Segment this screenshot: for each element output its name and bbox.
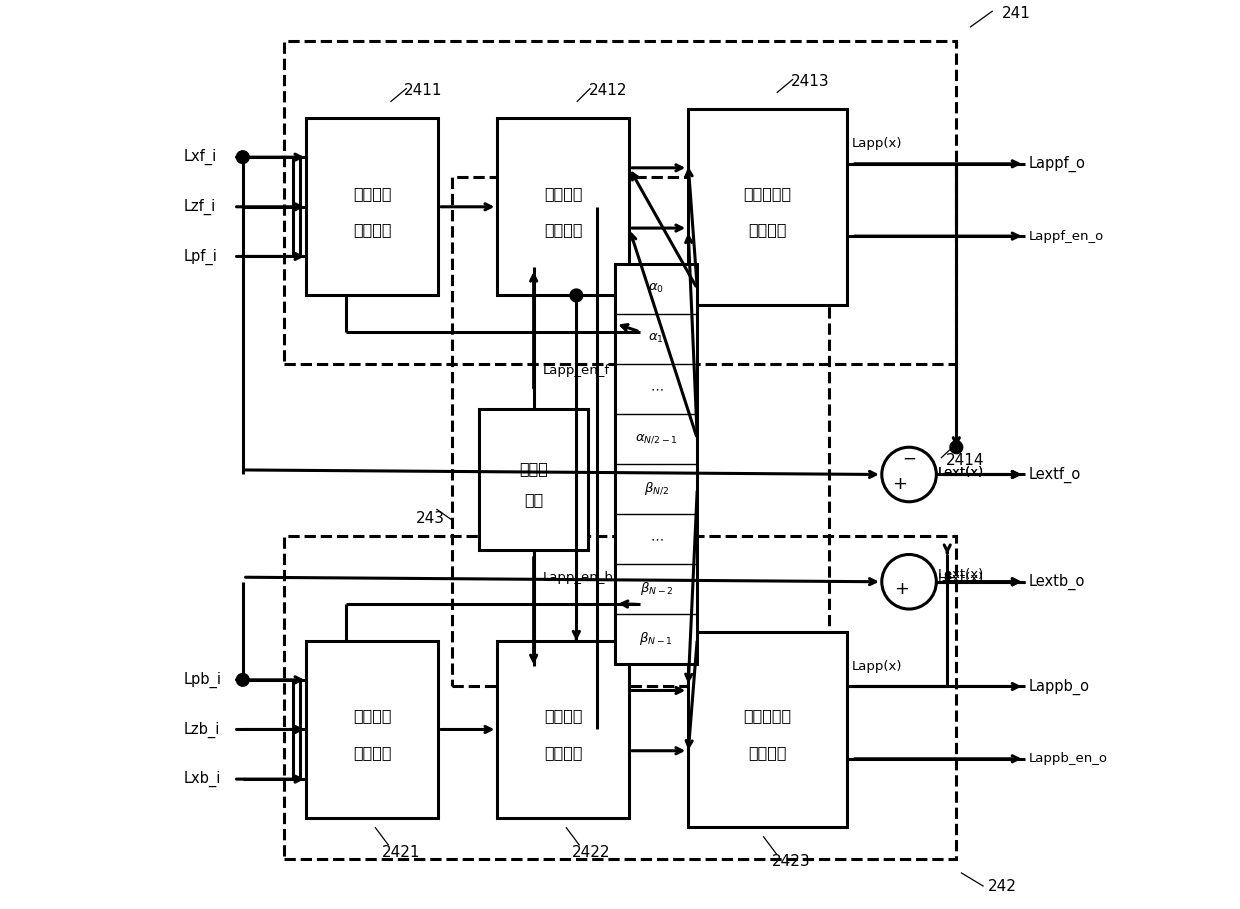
Text: Lzb_i: Lzb_i	[184, 722, 219, 737]
Circle shape	[950, 441, 962, 454]
Text: Lext(x): Lext(x)	[939, 466, 985, 479]
Text: 度量模块: 度量模块	[353, 744, 392, 760]
Text: 2421: 2421	[382, 845, 420, 860]
FancyBboxPatch shape	[306, 641, 438, 818]
Text: −: −	[903, 449, 916, 467]
Text: $\beta_{N-2}$: $\beta_{N-2}$	[640, 580, 673, 597]
Text: 地址产: 地址产	[520, 461, 548, 476]
Text: +: +	[941, 569, 956, 587]
Text: Lzf_i: Lzf_i	[184, 199, 216, 215]
Text: $\alpha_0$: $\alpha_0$	[649, 282, 665, 295]
Text: Lapp_en_b: Lapp_en_b	[543, 571, 614, 584]
Text: Lext(x): Lext(x)	[939, 572, 985, 584]
Text: Lapp_en_f: Lapp_en_f	[543, 365, 610, 377]
Circle shape	[237, 674, 249, 686]
Text: $\beta_{N/2}$: $\beta_{N/2}$	[644, 480, 668, 497]
Text: 2411: 2411	[404, 84, 443, 98]
FancyBboxPatch shape	[688, 632, 847, 827]
Text: $\cdots$: $\cdots$	[650, 382, 663, 395]
Text: $\alpha_{N/2-1}$: $\alpha_{N/2-1}$	[635, 432, 678, 445]
Text: Lextb_o: Lextb_o	[1029, 574, 1085, 590]
Text: $\alpha_1$: $\alpha_1$	[649, 332, 665, 345]
Text: 242: 242	[988, 879, 1017, 894]
Text: 第一外信息: 第一外信息	[744, 185, 792, 201]
Text: +: +	[894, 580, 909, 598]
Text: 241: 241	[1002, 6, 1030, 21]
Text: +: +	[893, 474, 908, 493]
Text: Lappf_en_o: Lappf_en_o	[1029, 230, 1105, 243]
Circle shape	[570, 289, 583, 302]
Text: Lext(x): Lext(x)	[939, 568, 985, 581]
Text: 度量模块: 度量模块	[749, 744, 787, 760]
Text: Lext(x): Lext(x)	[939, 466, 985, 479]
FancyBboxPatch shape	[497, 118, 629, 295]
Text: 第一状态: 第一状态	[544, 185, 583, 201]
Text: $\beta_{N-1}$: $\beta_{N-1}$	[640, 630, 673, 647]
Text: Lextf_o: Lextf_o	[1029, 466, 1081, 483]
Text: Lpb_i: Lpb_i	[184, 672, 222, 688]
FancyBboxPatch shape	[479, 409, 588, 550]
Text: 243: 243	[415, 511, 444, 525]
Text: 第一分支: 第一分支	[353, 185, 392, 201]
Text: 第二分支: 第二分支	[353, 708, 392, 724]
Text: Lxf_i: Lxf_i	[184, 149, 217, 165]
Text: 生器: 生器	[525, 492, 543, 507]
Text: 度量模块: 度量模块	[544, 222, 583, 237]
Text: 2412: 2412	[589, 84, 627, 98]
FancyBboxPatch shape	[688, 109, 847, 305]
Circle shape	[237, 151, 249, 164]
Text: 2413: 2413	[790, 75, 830, 89]
Text: Lappb_en_o: Lappb_en_o	[1029, 753, 1109, 765]
Text: $\cdots$: $\cdots$	[650, 532, 663, 545]
FancyBboxPatch shape	[497, 641, 629, 818]
Text: 第二状态: 第二状态	[544, 708, 583, 724]
FancyBboxPatch shape	[615, 264, 697, 664]
Text: 度量模块: 度量模块	[749, 222, 787, 237]
Text: 2422: 2422	[573, 845, 611, 860]
Text: 2414: 2414	[945, 454, 983, 468]
Text: 2423: 2423	[773, 854, 811, 869]
Text: Lxb_i: Lxb_i	[184, 771, 221, 787]
Text: 度量模块: 度量模块	[353, 222, 392, 237]
FancyBboxPatch shape	[306, 118, 438, 295]
Text: Lappf_o: Lappf_o	[1029, 155, 1086, 172]
Text: Lpf_i: Lpf_i	[184, 248, 217, 265]
Text: 度量模块: 度量模块	[544, 744, 583, 760]
Text: Lappb_o: Lappb_o	[1029, 678, 1090, 694]
Text: Lapp(x): Lapp(x)	[852, 660, 903, 673]
Text: Lapp(x): Lapp(x)	[852, 137, 903, 150]
Text: 第二外信息: 第二外信息	[744, 708, 792, 724]
